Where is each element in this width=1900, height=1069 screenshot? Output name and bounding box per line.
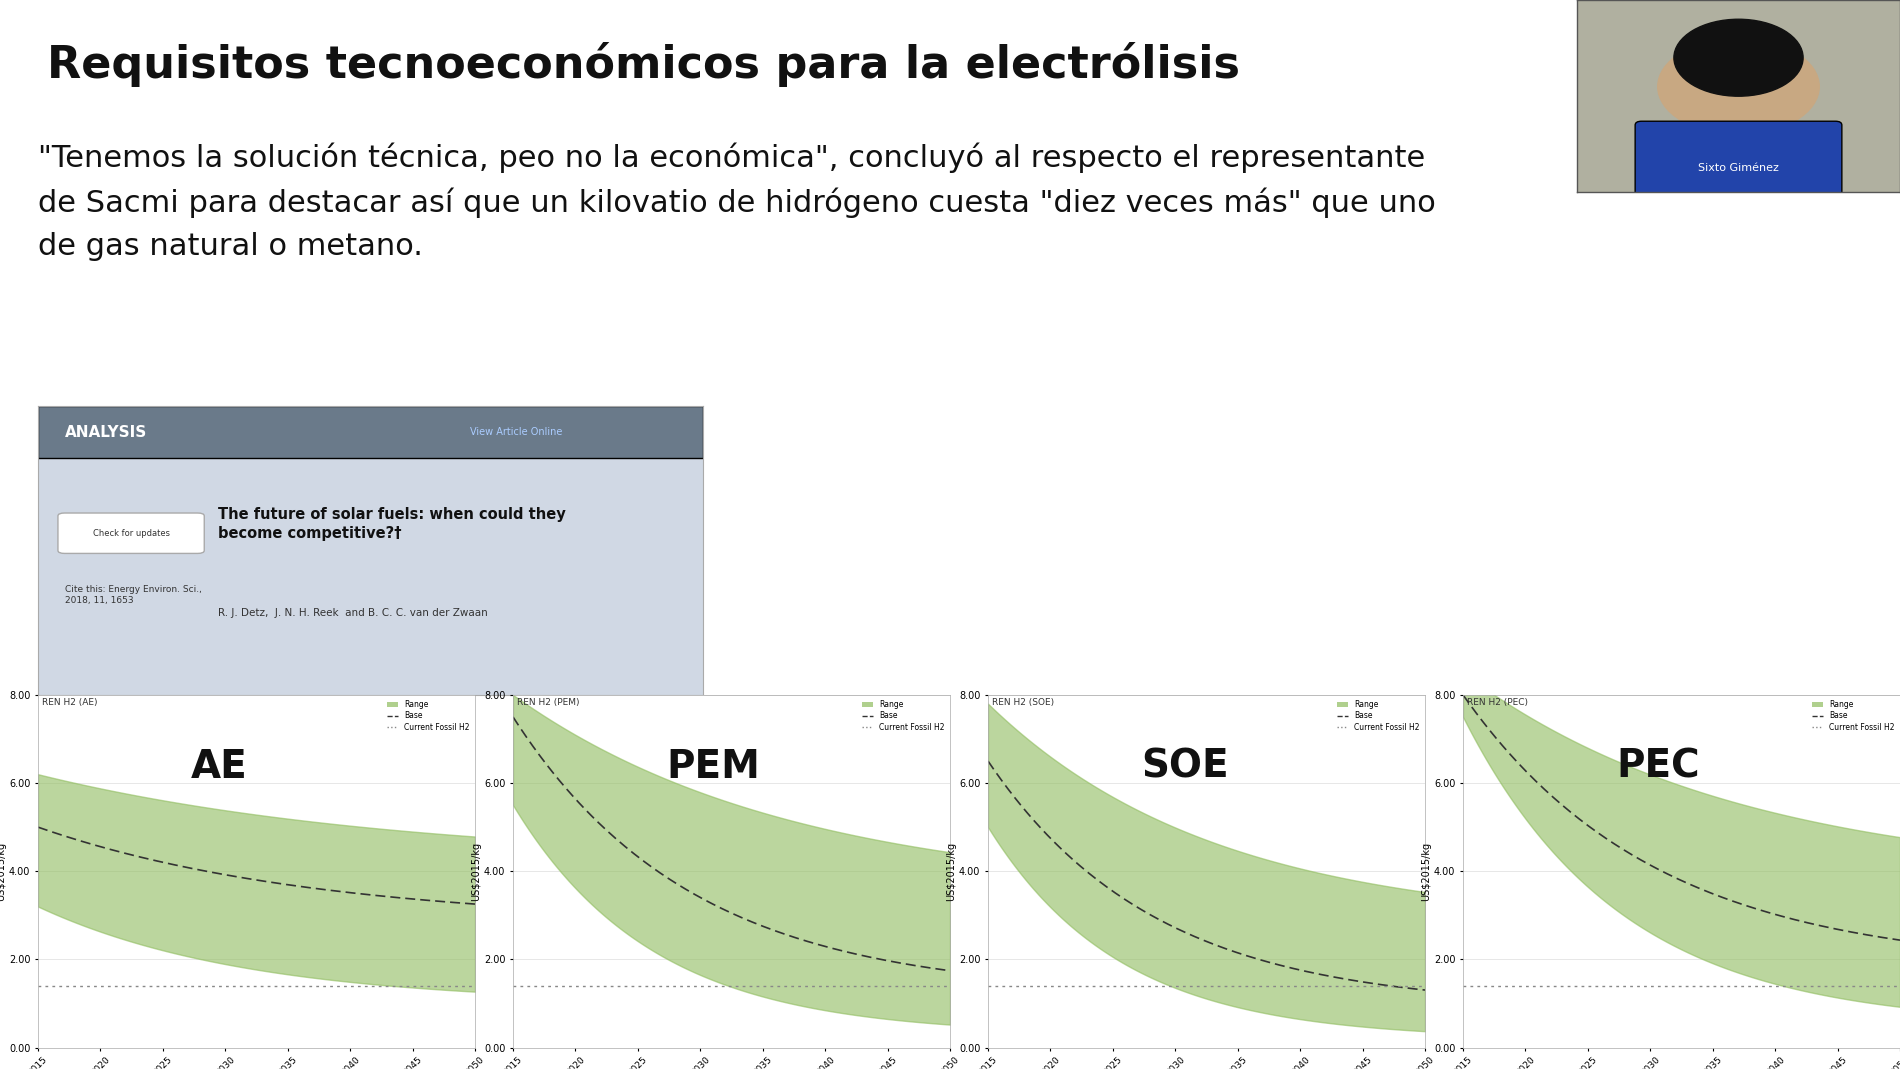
Text: REN H2 (PEC): REN H2 (PEC)	[1467, 698, 1528, 708]
Text: SOE: SOE	[1140, 748, 1229, 786]
Text: Cite this: Energy Environ. Sci.,
2018, 11, 1653: Cite this: Energy Environ. Sci., 2018, 1…	[65, 585, 201, 605]
Text: REN H2 (PEM): REN H2 (PEM)	[517, 698, 580, 708]
Circle shape	[1674, 19, 1803, 96]
Text: Requisitos tecnoeconómicos para la electrólisis: Requisitos tecnoeconómicos para la elect…	[48, 42, 1241, 87]
Legend: Range, Base, Current Fossil H2: Range, Base, Current Fossil H2	[861, 699, 946, 733]
Text: Sixto Giménez: Sixto Giménez	[1699, 164, 1778, 173]
Y-axis label: US$2015/kg: US$2015/kg	[471, 841, 481, 901]
Circle shape	[1657, 38, 1820, 135]
Y-axis label: US$2015/kg: US$2015/kg	[0, 841, 6, 901]
Text: REN H2 (AE): REN H2 (AE)	[42, 698, 99, 708]
Y-axis label: US$2015/kg: US$2015/kg	[946, 841, 956, 901]
Text: The future of solar fuels: when could they
become competitive?†: The future of solar fuels: when could th…	[217, 508, 566, 541]
Y-axis label: US$2015/kg: US$2015/kg	[1421, 841, 1431, 901]
Text: View Article Online: View Article Online	[471, 428, 562, 437]
Text: PEC: PEC	[1615, 748, 1700, 786]
Legend: Range, Base, Current Fossil H2: Range, Base, Current Fossil H2	[1811, 699, 1896, 733]
Text: REN H2 (SOE): REN H2 (SOE)	[992, 698, 1055, 708]
Text: R. J. Detz,  J. N. H. Reek  and B. C. C. van der Zwaan: R. J. Detz, J. N. H. Reek and B. C. C. v…	[217, 608, 486, 618]
Text: ANALYSIS: ANALYSIS	[65, 424, 146, 439]
Text: "Tenemos la solución técnica, peo no la económica", concluyó al respecto el repr: "Tenemos la solución técnica, peo no la …	[38, 142, 1436, 261]
Text: Check for updates: Check for updates	[93, 529, 169, 538]
Text: PEM: PEM	[667, 748, 760, 786]
Text: AE: AE	[190, 748, 247, 786]
FancyBboxPatch shape	[57, 513, 205, 554]
Legend: Range, Base, Current Fossil H2: Range, Base, Current Fossil H2	[386, 699, 471, 733]
Legend: Range, Base, Current Fossil H2: Range, Base, Current Fossil H2	[1336, 699, 1421, 733]
FancyBboxPatch shape	[38, 406, 703, 459]
FancyBboxPatch shape	[1636, 121, 1841, 197]
